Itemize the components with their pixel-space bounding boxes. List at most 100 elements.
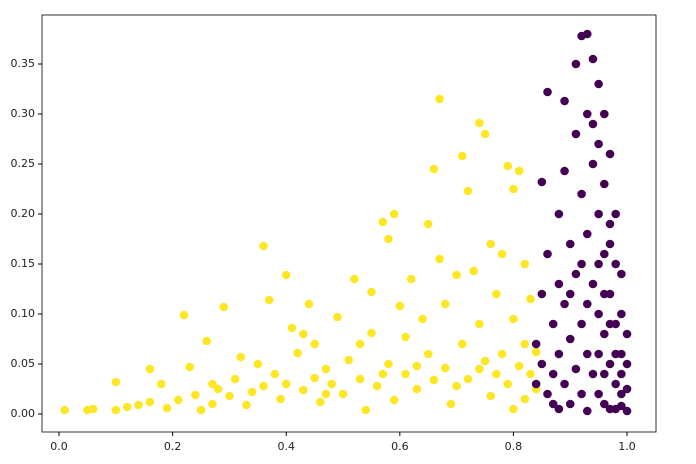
point (617, 401, 626, 411)
point (247, 387, 257, 397)
point (514, 361, 524, 371)
point (401, 369, 410, 379)
point (225, 391, 234, 401)
x-tick-label: 0.6 (391, 440, 409, 453)
point (571, 364, 581, 374)
point (179, 310, 189, 320)
point (548, 369, 558, 379)
point (145, 364, 155, 374)
y-tick-label: 0.30 (11, 107, 36, 120)
point (287, 323, 297, 333)
point (111, 377, 121, 387)
point (554, 404, 564, 414)
point (497, 249, 507, 259)
point (571, 129, 581, 139)
point (605, 149, 615, 159)
point (571, 59, 581, 69)
y-tick-label: 0.20 (11, 207, 36, 220)
point (605, 219, 615, 229)
point (594, 389, 603, 399)
point (543, 87, 552, 97)
point (548, 319, 558, 329)
point (617, 309, 626, 319)
point (600, 329, 609, 339)
point (509, 404, 518, 414)
point (458, 339, 467, 349)
point (463, 374, 473, 384)
x-tick-label: 0.2 (164, 440, 182, 453)
point (611, 349, 620, 359)
point (622, 384, 632, 394)
point (429, 164, 439, 174)
point (298, 385, 308, 395)
point (384, 234, 393, 244)
point (537, 359, 547, 369)
point (548, 399, 558, 409)
y-tick-label: 0.25 (11, 157, 36, 170)
point (503, 161, 513, 171)
x-tick-label: 0.8 (505, 440, 523, 453)
y-tick-label: 0.00 (11, 407, 36, 420)
point (452, 270, 461, 280)
point (344, 355, 354, 365)
point (600, 369, 609, 379)
x-tick-label: 0.4 (277, 440, 295, 453)
point (236, 352, 246, 362)
point (605, 359, 615, 369)
point (577, 319, 586, 329)
point (617, 389, 626, 399)
point (122, 402, 132, 412)
point (418, 314, 427, 324)
point (276, 394, 285, 404)
point (622, 359, 632, 369)
point (486, 239, 496, 249)
point (486, 391, 496, 401)
point (310, 373, 319, 383)
point (259, 241, 268, 251)
point (423, 349, 433, 359)
point (537, 177, 547, 187)
plot-frame (41, 14, 657, 433)
x-tick-label: 0.0 (50, 440, 68, 453)
y-tick-label: 0.15 (11, 257, 36, 270)
point (134, 400, 143, 410)
point (310, 339, 319, 349)
point (361, 405, 371, 415)
point (446, 399, 456, 409)
point (622, 406, 632, 416)
point (509, 314, 518, 324)
point (395, 301, 405, 311)
point (401, 332, 410, 342)
point (600, 399, 609, 409)
point (509, 184, 518, 194)
point (435, 94, 444, 104)
point (463, 186, 473, 196)
point (600, 179, 609, 189)
point (531, 379, 541, 389)
point (452, 381, 461, 391)
point (196, 405, 206, 415)
point (554, 279, 564, 289)
point (594, 259, 603, 269)
point (611, 379, 620, 389)
x-tick-label: 1.0 (618, 440, 636, 453)
point (270, 369, 280, 379)
y-tick-label: 0.35 (11, 57, 36, 70)
point (560, 299, 569, 309)
point (162, 403, 172, 413)
point (208, 379, 217, 389)
point (577, 389, 586, 399)
point (88, 404, 98, 414)
point (565, 239, 575, 249)
point (406, 274, 416, 284)
point (617, 369, 626, 379)
point (469, 266, 478, 276)
point (475, 319, 484, 329)
point (531, 347, 541, 357)
point (230, 374, 240, 384)
point (582, 29, 592, 39)
point (475, 364, 484, 374)
point (281, 270, 291, 280)
point (253, 359, 263, 369)
